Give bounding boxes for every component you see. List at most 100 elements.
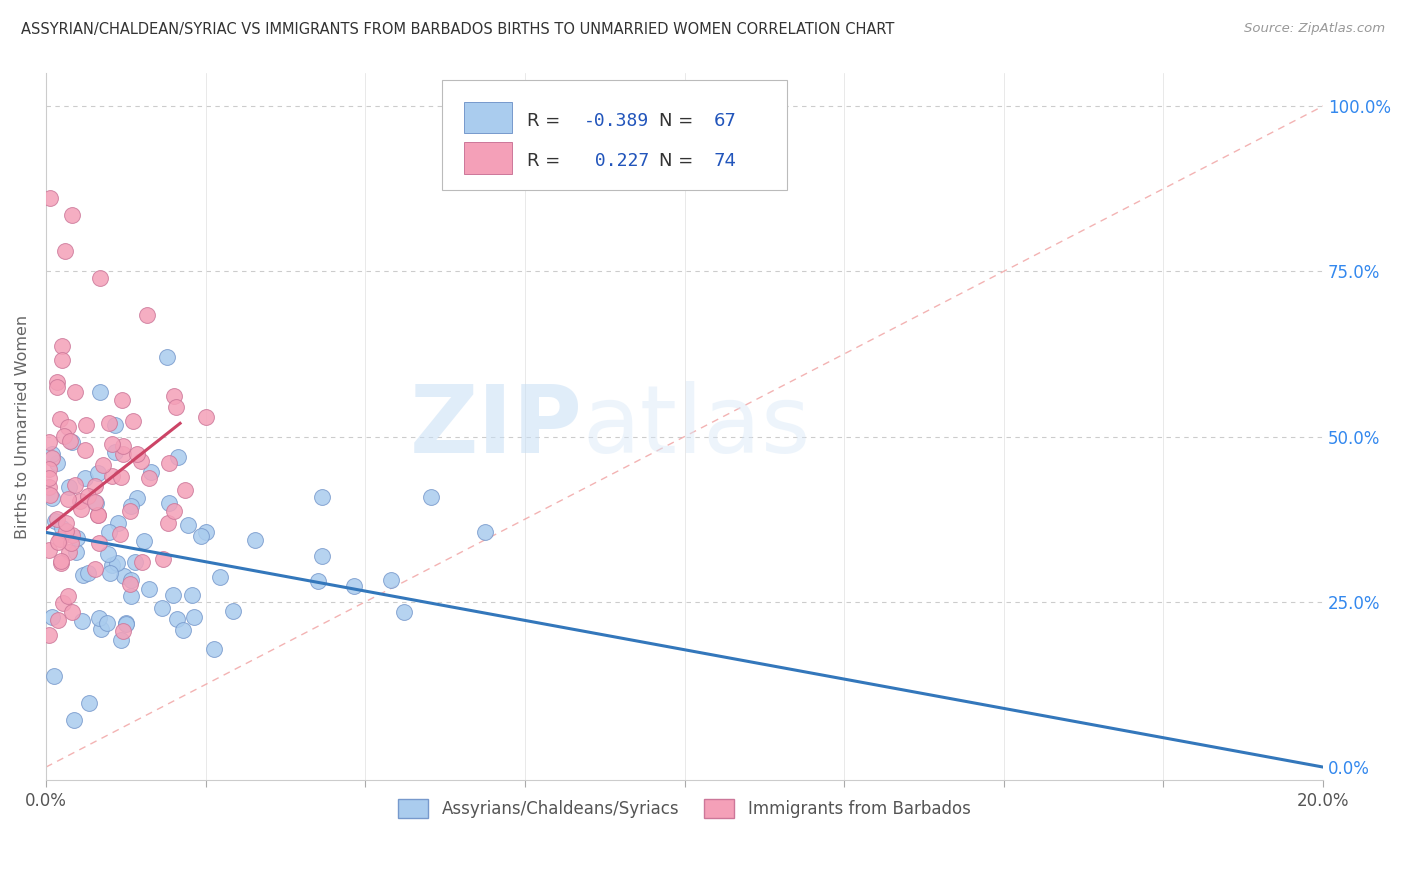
Point — [97, 547, 120, 561]
Point — [38, 628, 60, 642]
Point — [136, 308, 159, 322]
Point — [156, 350, 179, 364]
Point — [110, 526, 132, 541]
Point — [44, 514, 66, 528]
Text: R =: R = — [527, 153, 567, 170]
Point — [120, 589, 142, 603]
Point — [104, 445, 127, 459]
Point — [98, 566, 121, 580]
Point — [60, 605, 83, 619]
Point — [107, 516, 129, 530]
Point — [392, 605, 415, 619]
Text: 67: 67 — [714, 112, 737, 130]
Point — [112, 569, 135, 583]
Point — [190, 529, 212, 543]
Point — [141, 465, 163, 479]
Point — [173, 483, 195, 497]
Point — [112, 439, 135, 453]
Point — [222, 604, 245, 618]
Text: R =: R = — [527, 112, 567, 130]
Point — [38, 191, 60, 205]
Point — [420, 491, 443, 505]
Point — [49, 556, 72, 570]
Point — [138, 582, 160, 596]
Point — [97, 417, 120, 431]
Point — [53, 429, 76, 443]
Point — [69, 493, 91, 508]
Point — [156, 516, 179, 530]
Point — [194, 409, 217, 424]
Point — [152, 552, 174, 566]
Point — [62, 714, 84, 728]
Point — [111, 624, 134, 639]
Point — [38, 543, 60, 558]
Point — [89, 384, 111, 399]
Point — [86, 508, 108, 522]
Text: N =: N = — [659, 153, 699, 170]
Point — [86, 508, 108, 522]
Point — [165, 401, 187, 415]
Point — [115, 615, 138, 630]
Point — [120, 504, 142, 518]
Point — [157, 456, 180, 470]
Text: ASSYRIAN/CHALDEAN/SYRIAC VS IMMIGRANTS FROM BARBADOS BIRTHS TO UNMARRIED WOMEN C: ASSYRIAN/CHALDEAN/SYRIAC VS IMMIGRANTS F… — [21, 22, 894, 37]
Point — [167, 450, 190, 465]
Point — [202, 641, 225, 656]
Point — [38, 435, 60, 450]
Point — [138, 471, 160, 485]
Point — [73, 471, 96, 485]
Point — [129, 454, 152, 468]
Point — [51, 353, 73, 368]
Point — [127, 491, 149, 505]
FancyBboxPatch shape — [464, 142, 512, 174]
Point — [63, 477, 86, 491]
Point — [58, 480, 80, 494]
Point — [98, 524, 121, 539]
Text: 74: 74 — [714, 153, 737, 170]
Point — [72, 568, 94, 582]
Point — [166, 612, 188, 626]
Point — [38, 487, 60, 501]
Point — [84, 496, 107, 510]
Point — [131, 555, 153, 569]
Point — [172, 623, 194, 637]
Point — [56, 492, 79, 507]
Point — [49, 533, 72, 547]
Point — [120, 499, 142, 513]
Point — [110, 469, 132, 483]
Point — [150, 601, 173, 615]
Point — [73, 442, 96, 457]
Text: Source: ZipAtlas.com: Source: ZipAtlas.com — [1244, 22, 1385, 36]
Point — [51, 339, 73, 353]
Point — [162, 588, 184, 602]
Point — [89, 610, 111, 624]
Point — [77, 566, 100, 580]
Point — [96, 615, 118, 630]
Point — [343, 579, 366, 593]
Point — [132, 534, 155, 549]
Point — [66, 531, 89, 545]
Point — [181, 588, 204, 602]
Point — [122, 413, 145, 427]
Point — [83, 495, 105, 509]
Point — [45, 375, 67, 389]
Point — [243, 533, 266, 547]
Point — [51, 521, 73, 535]
Point — [89, 271, 111, 285]
Point — [177, 517, 200, 532]
Point — [124, 555, 146, 569]
Point — [112, 447, 135, 461]
FancyBboxPatch shape — [441, 80, 787, 190]
Point — [59, 434, 82, 448]
Point — [183, 610, 205, 624]
Point — [59, 536, 82, 550]
Point — [111, 393, 134, 408]
Point — [55, 516, 77, 531]
Point — [65, 544, 87, 558]
Text: N =: N = — [659, 112, 699, 130]
Point — [56, 589, 79, 603]
Point — [120, 577, 142, 591]
Point — [84, 479, 107, 493]
Point — [41, 491, 63, 505]
Point — [87, 536, 110, 550]
